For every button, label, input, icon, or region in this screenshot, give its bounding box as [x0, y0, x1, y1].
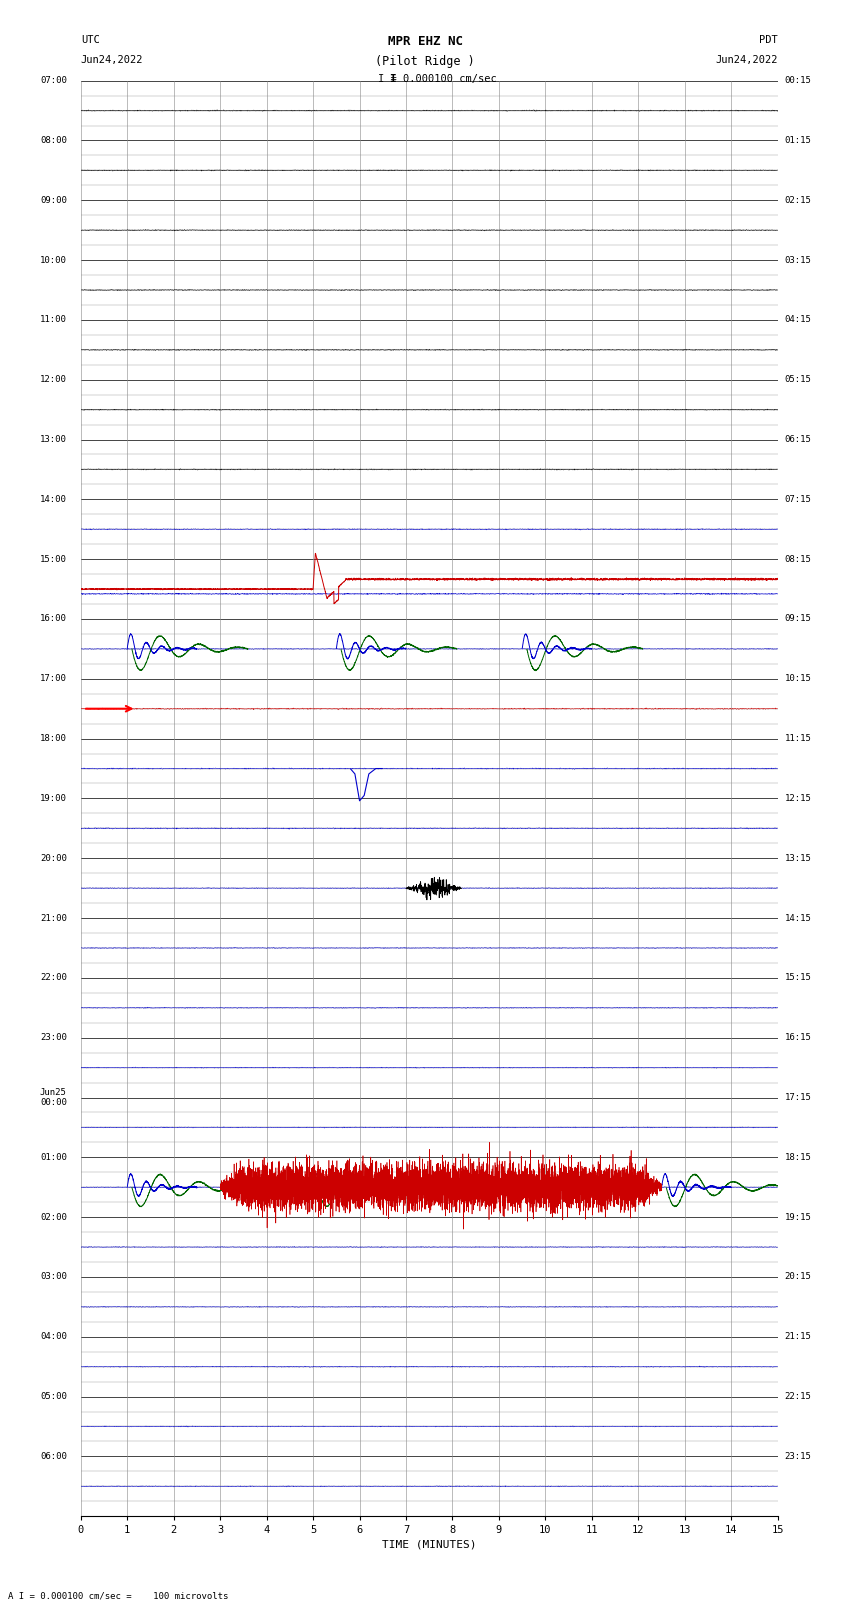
Text: 17:00: 17:00 [40, 674, 67, 684]
Text: 22:00: 22:00 [40, 973, 67, 982]
Text: 01:00: 01:00 [40, 1153, 67, 1161]
Text: 00:15: 00:15 [785, 76, 812, 85]
Text: 02:00: 02:00 [40, 1213, 67, 1221]
Text: MPR EHZ NC: MPR EHZ NC [388, 35, 462, 48]
Text: 10:15: 10:15 [785, 674, 812, 684]
Text: UTC: UTC [81, 35, 99, 45]
Text: (Pilot Ridge ): (Pilot Ridge ) [375, 55, 475, 68]
Text: 12:15: 12:15 [785, 794, 812, 803]
Text: 15:15: 15:15 [785, 973, 812, 982]
Text: 07:15: 07:15 [785, 495, 812, 503]
Text: 14:15: 14:15 [785, 913, 812, 923]
Text: 09:15: 09:15 [785, 615, 812, 624]
Text: 05:15: 05:15 [785, 376, 812, 384]
Text: 12:00: 12:00 [40, 376, 67, 384]
Text: 11:00: 11:00 [40, 316, 67, 324]
Text: Jun24,2022: Jun24,2022 [715, 55, 778, 65]
Text: A I = 0.000100 cm/sec =    100 microvolts: A I = 0.000100 cm/sec = 100 microvolts [8, 1590, 229, 1600]
Text: Jun24,2022: Jun24,2022 [81, 55, 144, 65]
Text: PDT: PDT [759, 35, 778, 45]
Text: 22:15: 22:15 [785, 1392, 812, 1402]
Text: 10:00: 10:00 [40, 255, 67, 265]
Text: 23:15: 23:15 [785, 1452, 812, 1461]
Text: 16:00: 16:00 [40, 615, 67, 624]
Text: 21:00: 21:00 [40, 913, 67, 923]
Text: 04:00: 04:00 [40, 1332, 67, 1342]
Text: 11:15: 11:15 [785, 734, 812, 744]
Text: 21:15: 21:15 [785, 1332, 812, 1342]
Text: 01:15: 01:15 [785, 135, 812, 145]
Text: 17:15: 17:15 [785, 1094, 812, 1102]
Text: 08:00: 08:00 [40, 135, 67, 145]
Text: 13:00: 13:00 [40, 436, 67, 444]
Text: I: I [389, 74, 396, 84]
Text: 03:15: 03:15 [785, 255, 812, 265]
Text: 03:00: 03:00 [40, 1273, 67, 1281]
Text: 08:15: 08:15 [785, 555, 812, 563]
Text: 20:00: 20:00 [40, 853, 67, 863]
X-axis label: TIME (MINUTES): TIME (MINUTES) [382, 1539, 477, 1550]
Text: 05:00: 05:00 [40, 1392, 67, 1402]
Text: 04:15: 04:15 [785, 316, 812, 324]
Text: 13:15: 13:15 [785, 853, 812, 863]
Text: I = 0.000100 cm/sec: I = 0.000100 cm/sec [378, 74, 497, 84]
Text: 18:15: 18:15 [785, 1153, 812, 1161]
Text: 02:15: 02:15 [785, 195, 812, 205]
Text: 20:15: 20:15 [785, 1273, 812, 1281]
Text: 15:00: 15:00 [40, 555, 67, 563]
Text: 07:00: 07:00 [40, 76, 67, 85]
Text: 09:00: 09:00 [40, 195, 67, 205]
Text: Jun25
00:00: Jun25 00:00 [40, 1087, 67, 1107]
Text: 06:15: 06:15 [785, 436, 812, 444]
Text: 19:15: 19:15 [785, 1213, 812, 1221]
Text: 19:00: 19:00 [40, 794, 67, 803]
Text: 06:00: 06:00 [40, 1452, 67, 1461]
Text: 23:00: 23:00 [40, 1034, 67, 1042]
Text: 18:00: 18:00 [40, 734, 67, 744]
Text: 16:15: 16:15 [785, 1034, 812, 1042]
Text: 14:00: 14:00 [40, 495, 67, 503]
